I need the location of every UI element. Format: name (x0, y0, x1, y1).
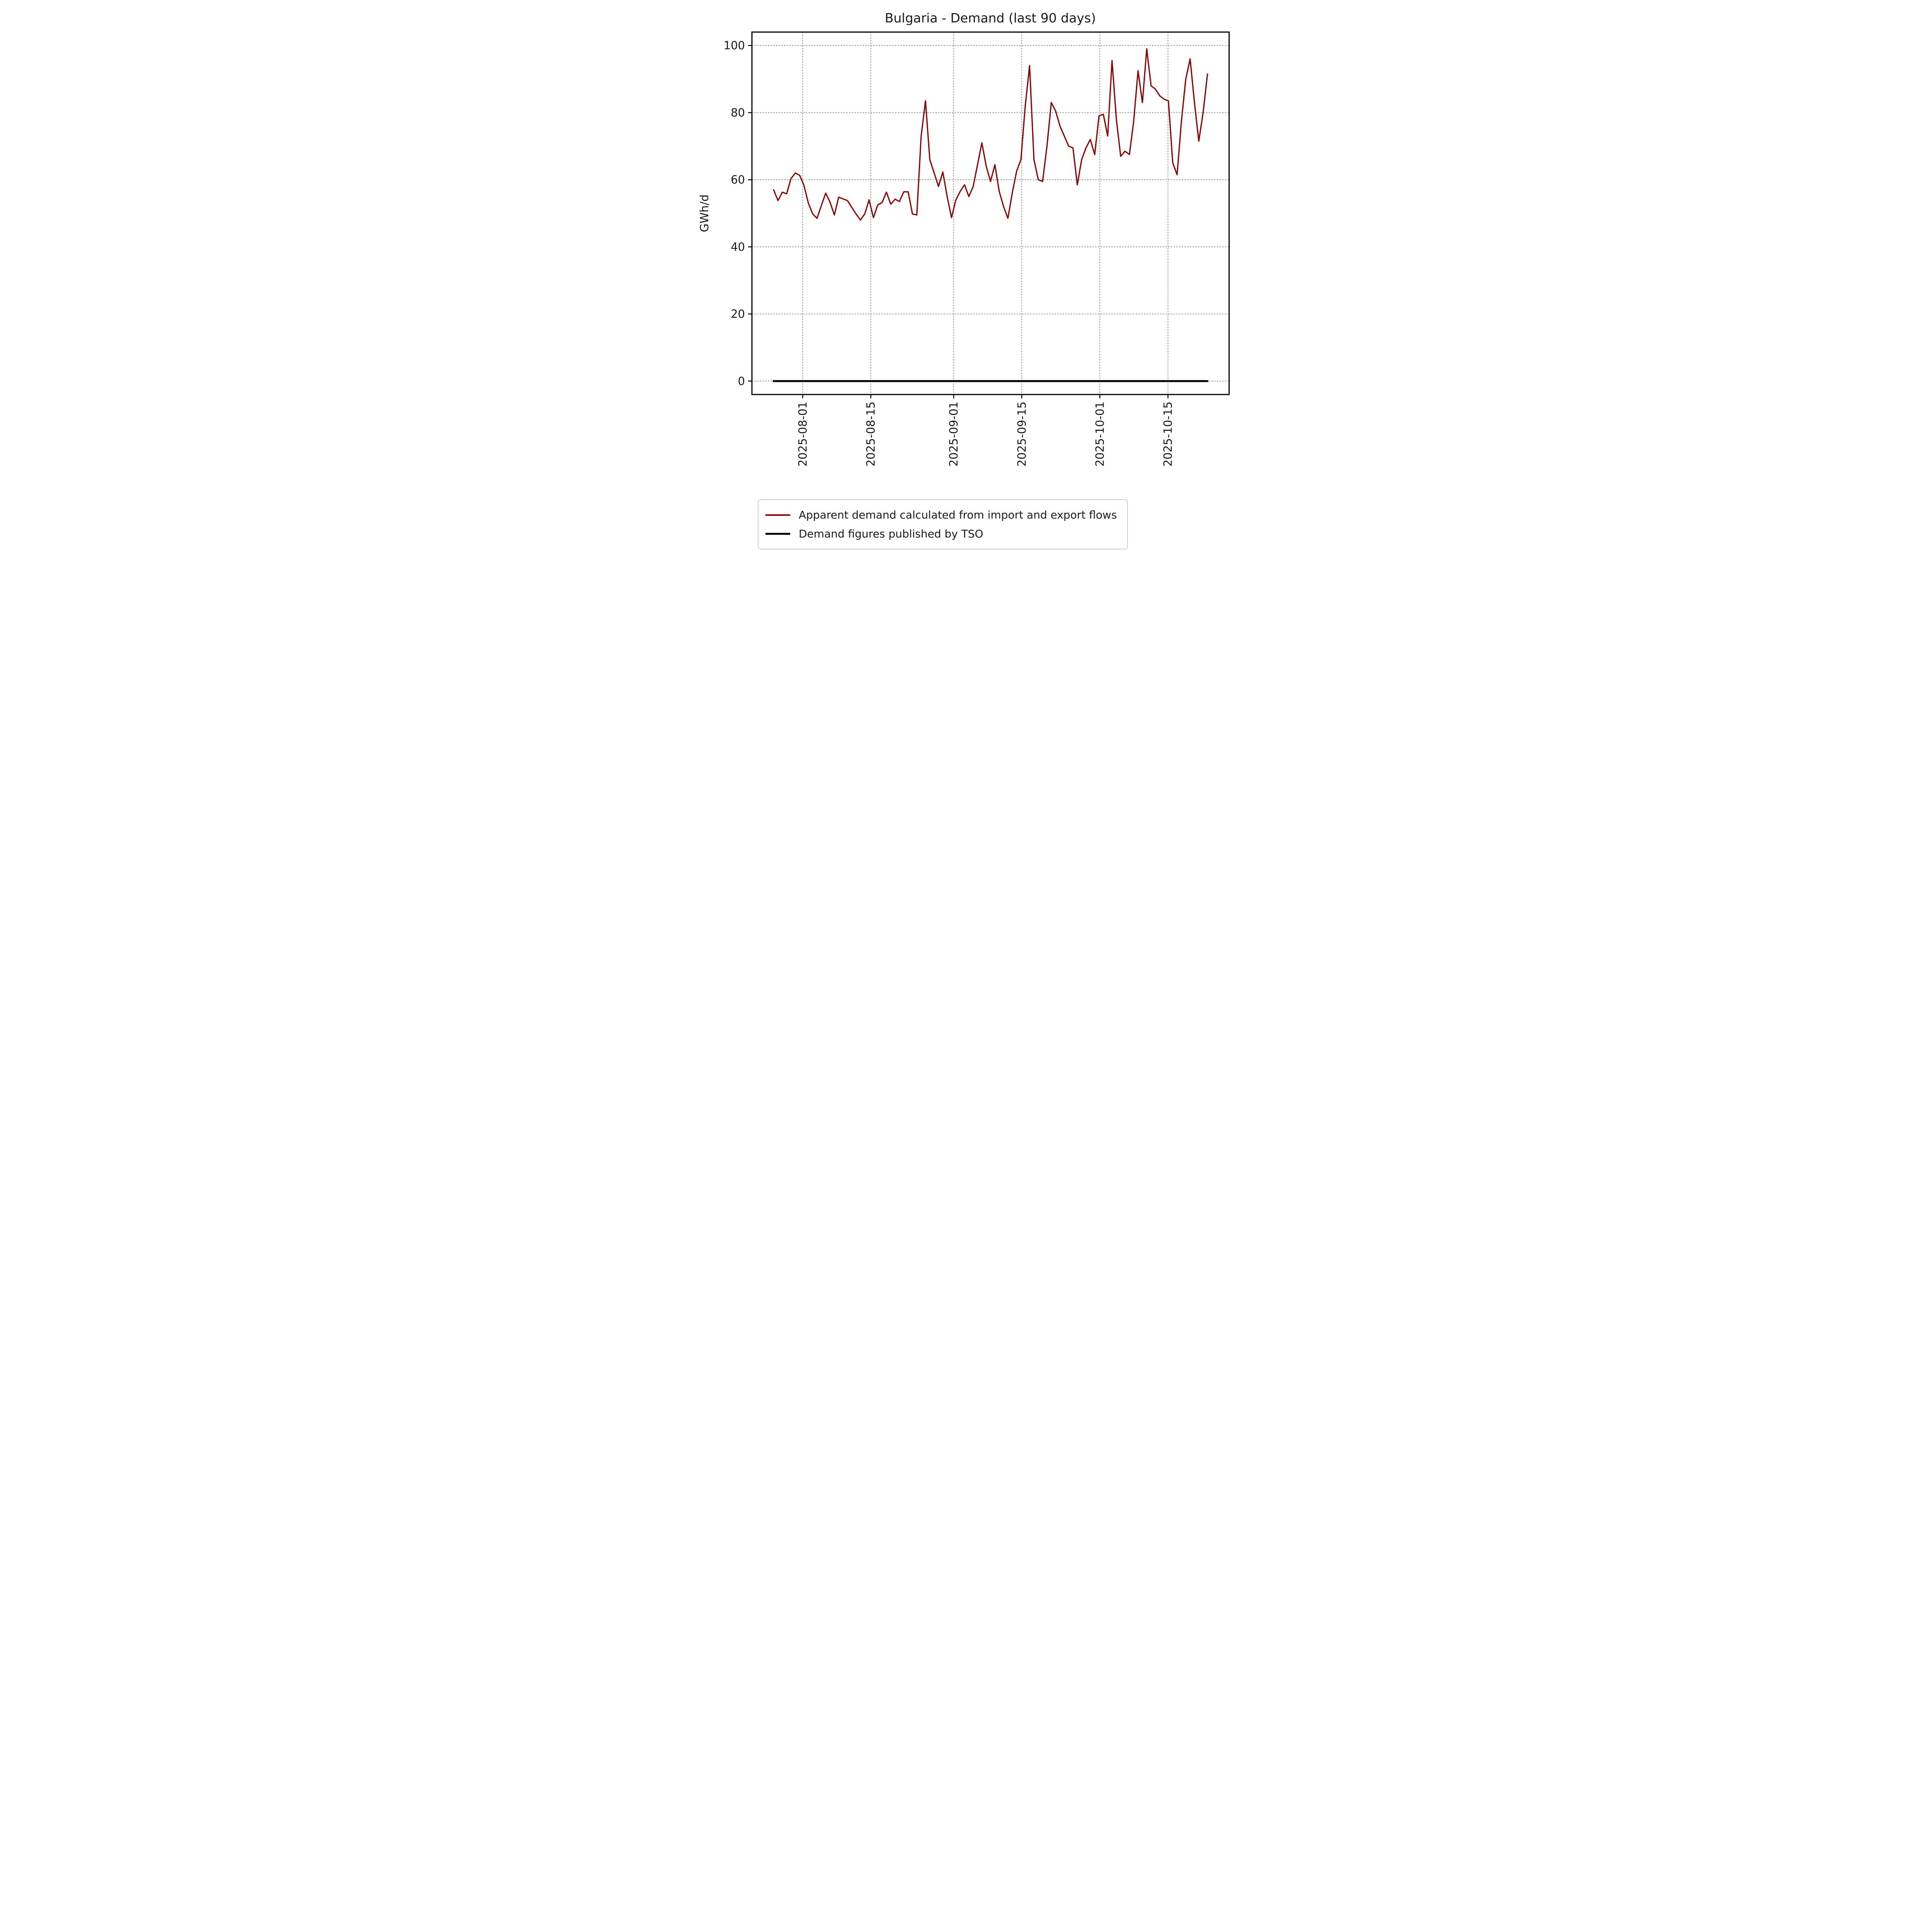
y-tick-label: 0 (738, 374, 745, 388)
figure: Bulgaria - Demand (last 90 days) GWh/d 0… (692, 0, 1240, 561)
legend-line-sample-apparent-demand (765, 514, 790, 516)
x-tick-label: 2025-10-01 (1093, 401, 1106, 467)
plot-area (751, 31, 1230, 395)
series-apparent-demand (773, 48, 1208, 221)
legend-line-sample-tso-demand (765, 533, 790, 535)
legend-label-tso-demand: Demand figures published by TSO (799, 527, 983, 540)
legend-label-apparent-demand: Apparent demand calculated from import a… (799, 509, 1117, 521)
axes-border (751, 31, 1230, 395)
x-tick-label: 2025-08-15 (864, 401, 878, 467)
y-tick-label: 40 (731, 240, 745, 253)
y-tick-label: 100 (724, 39, 745, 52)
x-tick-label: 2025-09-01 (947, 401, 960, 467)
legend: Apparent demand calculated from import a… (758, 499, 1128, 549)
x-tick-label: 2025-10-15 (1162, 401, 1175, 467)
y-tick-label: 20 (731, 308, 745, 321)
y-tick-label: 80 (731, 106, 745, 119)
demand-line-chart: Bulgaria - Demand (last 90 days) GWh/d 0… (698, 10, 1230, 467)
x-tick-label: 2025-08-01 (796, 401, 809, 467)
legend-item-tso-demand: Demand figures published by TSO (765, 524, 1117, 543)
x-tick-label: 2025-09-15 (1015, 401, 1028, 467)
chart-title: Bulgaria - Demand (last 90 days) (885, 10, 1096, 26)
axis-ticks-and-labels: 0 20 40 60 80 100 2025-08-01 2025-08-15 2025-09-… (724, 39, 1175, 467)
y-tick-label: 60 (731, 173, 745, 186)
y-axis-label: GWh/d (698, 194, 711, 232)
legend-item-apparent-demand: Apparent demand calculated from import a… (765, 505, 1117, 524)
